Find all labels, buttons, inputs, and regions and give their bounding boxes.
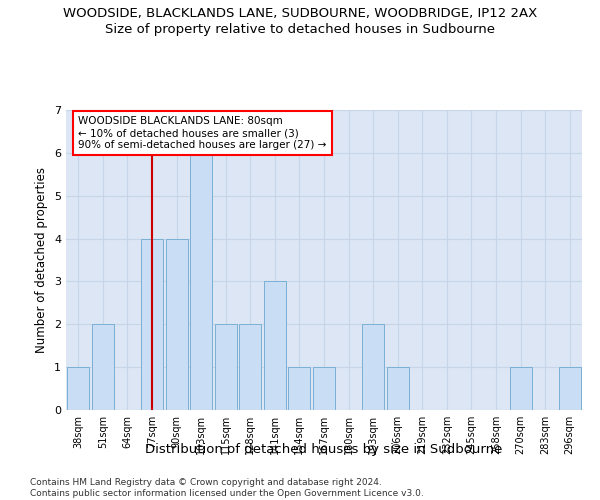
Bar xyxy=(215,324,237,410)
Bar xyxy=(362,324,384,410)
Text: WOODSIDE, BLACKLANDS LANE, SUDBOURNE, WOODBRIDGE, IP12 2AX: WOODSIDE, BLACKLANDS LANE, SUDBOURNE, WO… xyxy=(63,8,537,20)
Text: WOODSIDE BLACKLANDS LANE: 80sqm
← 10% of detached houses are smaller (3)
90% of : WOODSIDE BLACKLANDS LANE: 80sqm ← 10% of… xyxy=(79,116,327,150)
Bar xyxy=(166,238,188,410)
Text: Contains HM Land Registry data © Crown copyright and database right 2024.
Contai: Contains HM Land Registry data © Crown c… xyxy=(30,478,424,498)
Bar xyxy=(190,153,212,410)
Bar xyxy=(509,367,532,410)
Text: Size of property relative to detached houses in Sudbourne: Size of property relative to detached ho… xyxy=(105,22,495,36)
Bar xyxy=(264,282,286,410)
Bar xyxy=(313,367,335,410)
Bar xyxy=(92,324,114,410)
Y-axis label: Number of detached properties: Number of detached properties xyxy=(35,167,49,353)
Bar xyxy=(386,367,409,410)
Bar xyxy=(289,367,310,410)
Bar xyxy=(559,367,581,410)
Bar xyxy=(141,238,163,410)
Bar xyxy=(67,367,89,410)
Bar xyxy=(239,324,262,410)
Text: Distribution of detached houses by size in Sudbourne: Distribution of detached houses by size … xyxy=(145,442,503,456)
